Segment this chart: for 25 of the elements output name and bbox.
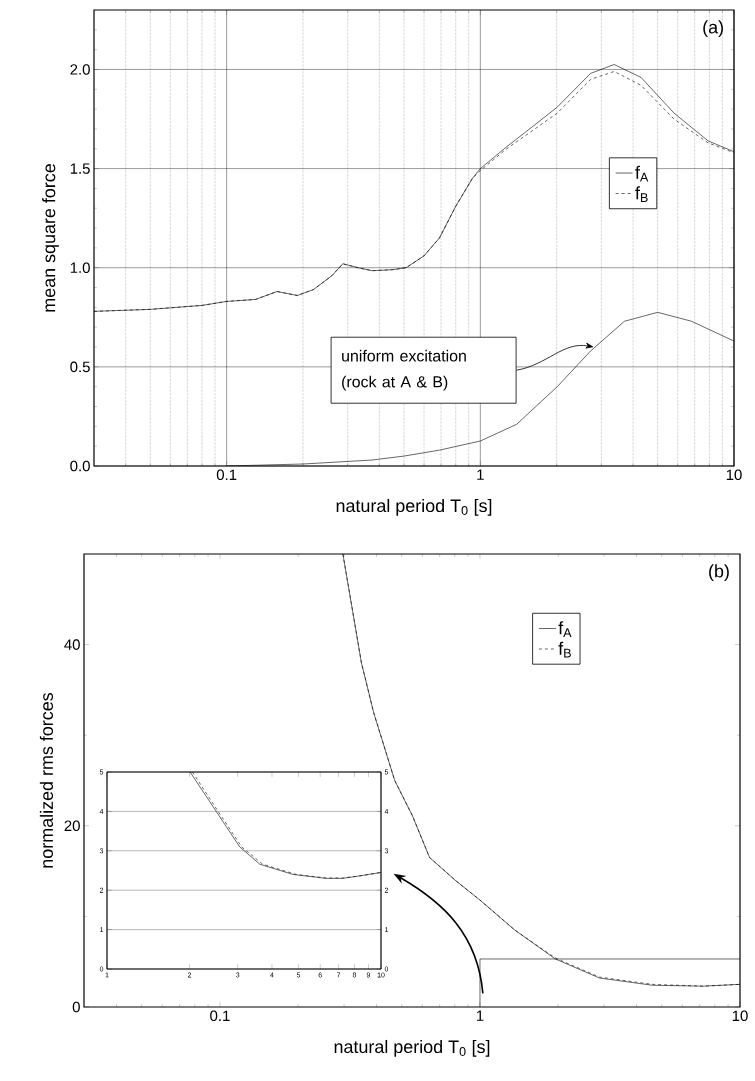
legend-label: f$_{A}$ — [635, 165, 649, 182]
x-tick-label: 10 — [726, 469, 742, 481]
x-tick-label: 10 — [732, 1010, 748, 1022]
y-axis-title: normalized rms forces — [39, 692, 54, 868]
y-axis-title: mean square force — [42, 164, 59, 312]
x-tick-label: 0.1 — [216, 469, 237, 481]
annotation: (a) — [703, 20, 723, 38]
legend-label: f$_{B}$ — [635, 186, 648, 202]
y-tick-label: 0 — [72, 1001, 80, 1013]
y-tick-label: 0.5 — [70, 361, 90, 373]
legend-label: f$_{B}$ — [558, 641, 571, 658]
x-tick-label: 0.1 — [210, 1010, 230, 1022]
annotation: uniform excitation (rock at A & B) — [342, 349, 466, 391]
x-tick-label: 1 — [476, 1010, 484, 1021]
x-tick-label: 1 — [477, 469, 484, 480]
y-tick-label: 0.0 — [70, 460, 90, 472]
x-axis-title: natural period T$_{0}$ [s] — [334, 1039, 490, 1057]
y-tick-label: 1.0 — [70, 262, 90, 274]
y-tick-label: 1.5 — [70, 163, 90, 174]
y-tick-label: 2.0 — [70, 64, 90, 75]
annotation: (b) — [709, 564, 729, 582]
y-tick-label: 20 — [64, 820, 80, 832]
x-axis-title: natural period T$_{0}$ [s] — [336, 498, 492, 516]
legend-label: f$_{A}$ — [558, 621, 572, 637]
y-tick-label: 40 — [64, 639, 80, 650]
